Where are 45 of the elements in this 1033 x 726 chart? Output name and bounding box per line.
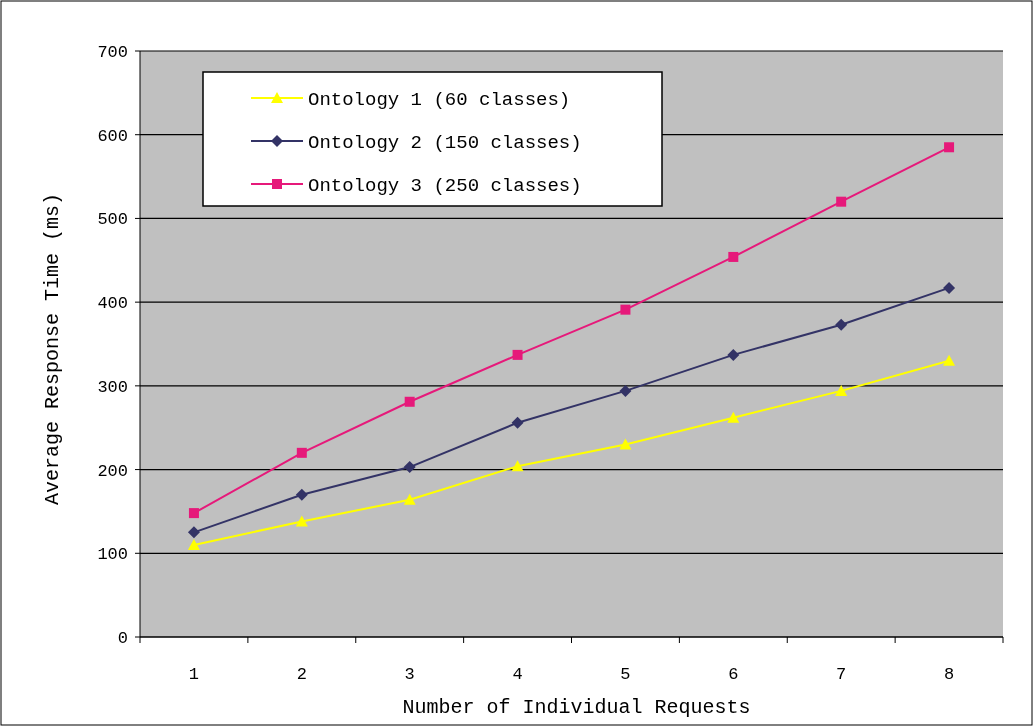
point bbox=[619, 384, 632, 397]
point bbox=[944, 142, 955, 153]
y-tick-label: 500 bbox=[97, 210, 128, 230]
x-tick-label: 7 bbox=[836, 665, 847, 684]
point bbox=[187, 538, 200, 550]
legend-label: Ontology 2 (150 classes) bbox=[308, 131, 582, 154]
x-tick-label: 4 bbox=[512, 665, 523, 684]
y-tick-label: 0 bbox=[117, 628, 128, 648]
x-tick-label: 5 bbox=[620, 665, 631, 684]
point bbox=[835, 318, 848, 331]
y-tick-label: 300 bbox=[97, 377, 128, 397]
point bbox=[727, 348, 740, 361]
x-tick-label: 3 bbox=[404, 665, 415, 684]
x-tick-label: 2 bbox=[296, 665, 307, 684]
point bbox=[511, 460, 524, 472]
x-tick-label: 6 bbox=[728, 665, 739, 684]
point bbox=[295, 488, 308, 501]
point bbox=[835, 384, 848, 396]
point bbox=[728, 251, 739, 262]
point bbox=[836, 196, 847, 207]
point bbox=[295, 515, 308, 527]
point bbox=[403, 461, 416, 474]
point bbox=[727, 411, 740, 423]
point bbox=[512, 349, 523, 360]
y-axis-title: Average Response Time (ms) bbox=[41, 192, 64, 506]
point bbox=[403, 493, 416, 505]
y-tick-label: 100 bbox=[97, 545, 128, 565]
y-tick-label: 400 bbox=[97, 294, 128, 314]
point bbox=[511, 416, 524, 429]
point bbox=[188, 508, 199, 519]
y-tick-label: 700 bbox=[97, 42, 128, 62]
x-tick-label: 1 bbox=[188, 665, 200, 684]
y-tick-label: 200 bbox=[97, 461, 128, 481]
point bbox=[620, 304, 631, 315]
x-tick-label: 8 bbox=[943, 665, 955, 684]
point bbox=[943, 281, 956, 294]
legend-label: Ontology 3 (250 classes) bbox=[308, 174, 582, 197]
x-axis-title: Number of Individual Requests bbox=[402, 696, 751, 719]
point bbox=[187, 526, 200, 539]
point bbox=[943, 354, 956, 366]
point bbox=[296, 447, 307, 458]
y-tick-label: 600 bbox=[97, 126, 128, 146]
legend-label: Ontology 1 (60 classes) bbox=[308, 88, 571, 111]
point bbox=[404, 396, 415, 407]
point bbox=[619, 438, 632, 450]
